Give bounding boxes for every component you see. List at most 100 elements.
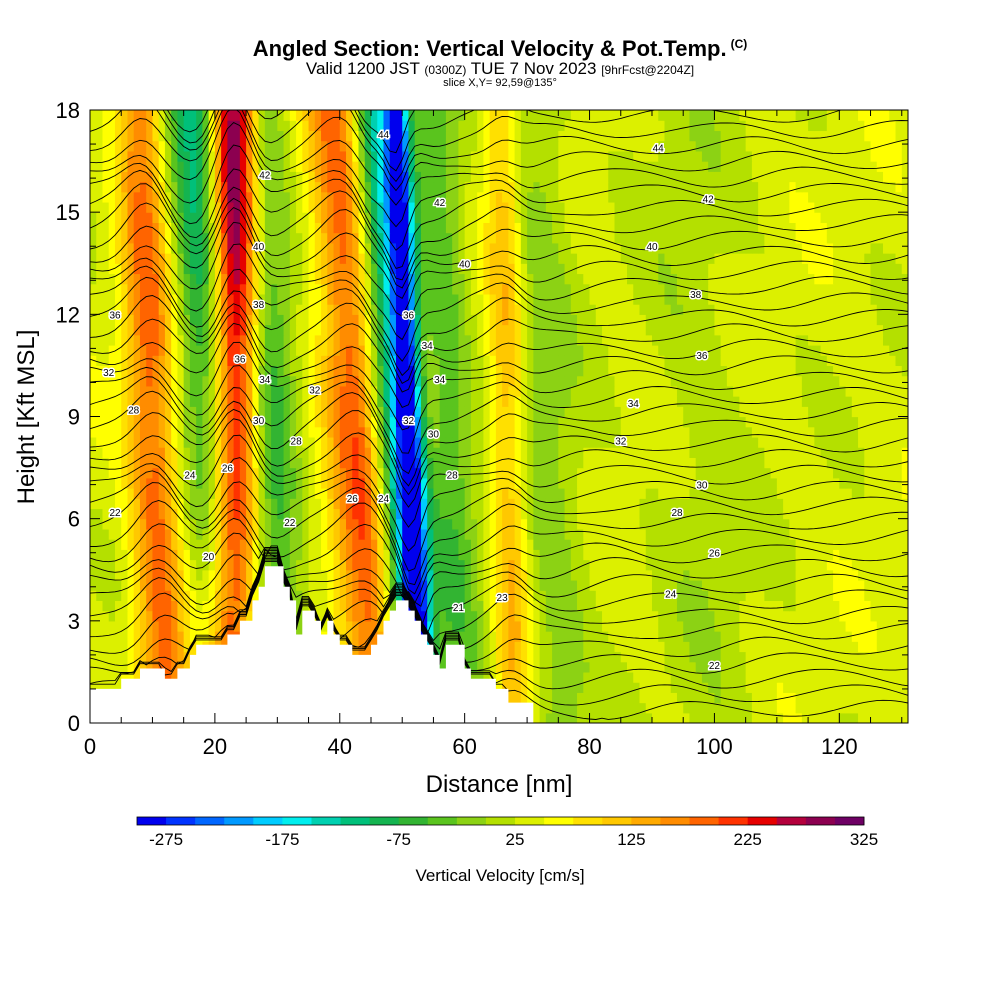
velocity-cell bbox=[864, 692, 872, 704]
velocity-cell bbox=[608, 702, 616, 714]
velocity-cell bbox=[633, 579, 641, 591]
velocity-cell bbox=[139, 416, 147, 428]
velocity-cell bbox=[814, 365, 822, 377]
velocity-cell bbox=[726, 375, 734, 387]
velocity-cell bbox=[333, 355, 341, 367]
velocity-cell bbox=[552, 641, 559, 653]
velocity-cell bbox=[533, 528, 541, 540]
velocity-cell bbox=[614, 641, 622, 653]
velocity-cell bbox=[271, 559, 278, 571]
velocity-cell bbox=[445, 406, 453, 418]
velocity-cell bbox=[477, 365, 484, 377]
velocity-cell bbox=[152, 549, 160, 561]
velocity-cell bbox=[789, 508, 797, 520]
velocity-cell bbox=[402, 396, 410, 407]
velocity-cell bbox=[783, 528, 790, 540]
velocity-cell bbox=[102, 457, 110, 469]
velocity-cell bbox=[171, 426, 179, 438]
velocity-cell bbox=[208, 447, 216, 458]
velocity-cell bbox=[602, 436, 609, 448]
velocity-cell bbox=[570, 385, 578, 397]
velocity-cell bbox=[346, 631, 353, 642]
velocity-cell bbox=[139, 375, 147, 387]
velocity-cell bbox=[102, 385, 110, 397]
velocity-cell bbox=[402, 539, 410, 550]
velocity-cell bbox=[583, 600, 591, 612]
velocity-cell bbox=[96, 528, 104, 540]
velocity-cell bbox=[651, 590, 659, 601]
velocity-cell bbox=[876, 590, 884, 601]
velocity-cell bbox=[870, 528, 878, 540]
velocity-cell bbox=[127, 671, 135, 683]
velocity-cell bbox=[639, 518, 647, 530]
velocity-cell bbox=[283, 528, 291, 540]
velocity-cell bbox=[670, 641, 678, 653]
velocity-cell bbox=[545, 559, 553, 571]
velocity-cell bbox=[427, 447, 435, 458]
velocity-cell bbox=[533, 682, 541, 693]
velocity-cell bbox=[127, 457, 135, 469]
velocity-cell bbox=[508, 620, 516, 632]
velocity-cell bbox=[570, 436, 578, 448]
velocity-cell bbox=[139, 436, 147, 448]
velocity-cell bbox=[214, 518, 222, 530]
velocity-cell bbox=[383, 334, 391, 346]
velocity-cell bbox=[427, 569, 435, 581]
velocity-cell bbox=[676, 344, 684, 356]
velocity-cell bbox=[271, 447, 278, 458]
velocity-cell bbox=[352, 620, 360, 632]
velocity-cell bbox=[477, 641, 484, 653]
velocity-cell bbox=[139, 579, 147, 591]
velocity-cell bbox=[314, 426, 322, 438]
velocity-cell bbox=[808, 498, 815, 510]
velocity-cell bbox=[133, 385, 141, 397]
velocity-cell bbox=[620, 569, 628, 581]
velocity-cell bbox=[651, 549, 659, 561]
velocity-cell bbox=[346, 518, 353, 530]
velocity-cell bbox=[883, 436, 890, 448]
velocity-cell bbox=[339, 539, 347, 550]
velocity-cell bbox=[102, 682, 110, 693]
velocity-cell bbox=[801, 641, 809, 653]
velocity-cell bbox=[327, 447, 335, 458]
velocity-cell bbox=[895, 385, 903, 397]
velocity-cell bbox=[570, 712, 578, 723]
velocity-cell bbox=[658, 406, 666, 418]
velocity-cell bbox=[108, 600, 116, 612]
velocity-cell bbox=[726, 518, 734, 530]
velocity-cell bbox=[470, 508, 478, 520]
velocity-cell bbox=[564, 631, 572, 642]
velocity-cell bbox=[758, 528, 765, 540]
velocity-cell bbox=[427, 467, 435, 479]
velocity-cell bbox=[514, 385, 522, 397]
velocity-cell bbox=[139, 365, 147, 377]
velocity-cell bbox=[764, 355, 772, 367]
velocity-cell bbox=[545, 396, 553, 407]
velocity-cell bbox=[327, 488, 335, 499]
velocity-cell bbox=[651, 600, 659, 612]
velocity-cell bbox=[676, 406, 684, 418]
velocity-cell bbox=[352, 406, 360, 418]
velocity-cell bbox=[733, 620, 740, 632]
velocity-cell bbox=[833, 488, 840, 499]
velocity-cell bbox=[395, 344, 403, 356]
velocity-cell bbox=[620, 692, 628, 704]
velocity-cell bbox=[395, 416, 403, 428]
velocity-cell bbox=[833, 344, 840, 356]
velocity-cell bbox=[745, 477, 753, 489]
velocity-cell bbox=[96, 600, 104, 612]
velocity-cell bbox=[370, 457, 378, 469]
velocity-cell bbox=[795, 579, 803, 591]
velocity-cell bbox=[146, 641, 154, 653]
velocity-cell bbox=[764, 600, 772, 612]
velocity-cell bbox=[889, 559, 897, 571]
velocity-cell bbox=[608, 467, 616, 479]
velocity-cell bbox=[520, 406, 528, 418]
velocity-cell bbox=[676, 396, 684, 407]
velocity-cell bbox=[670, 416, 678, 428]
velocity-cell bbox=[114, 385, 122, 397]
velocity-cell bbox=[164, 344, 172, 356]
velocity-cell bbox=[346, 579, 353, 591]
velocity-cell bbox=[202, 590, 210, 601]
velocity-cell bbox=[152, 641, 160, 653]
